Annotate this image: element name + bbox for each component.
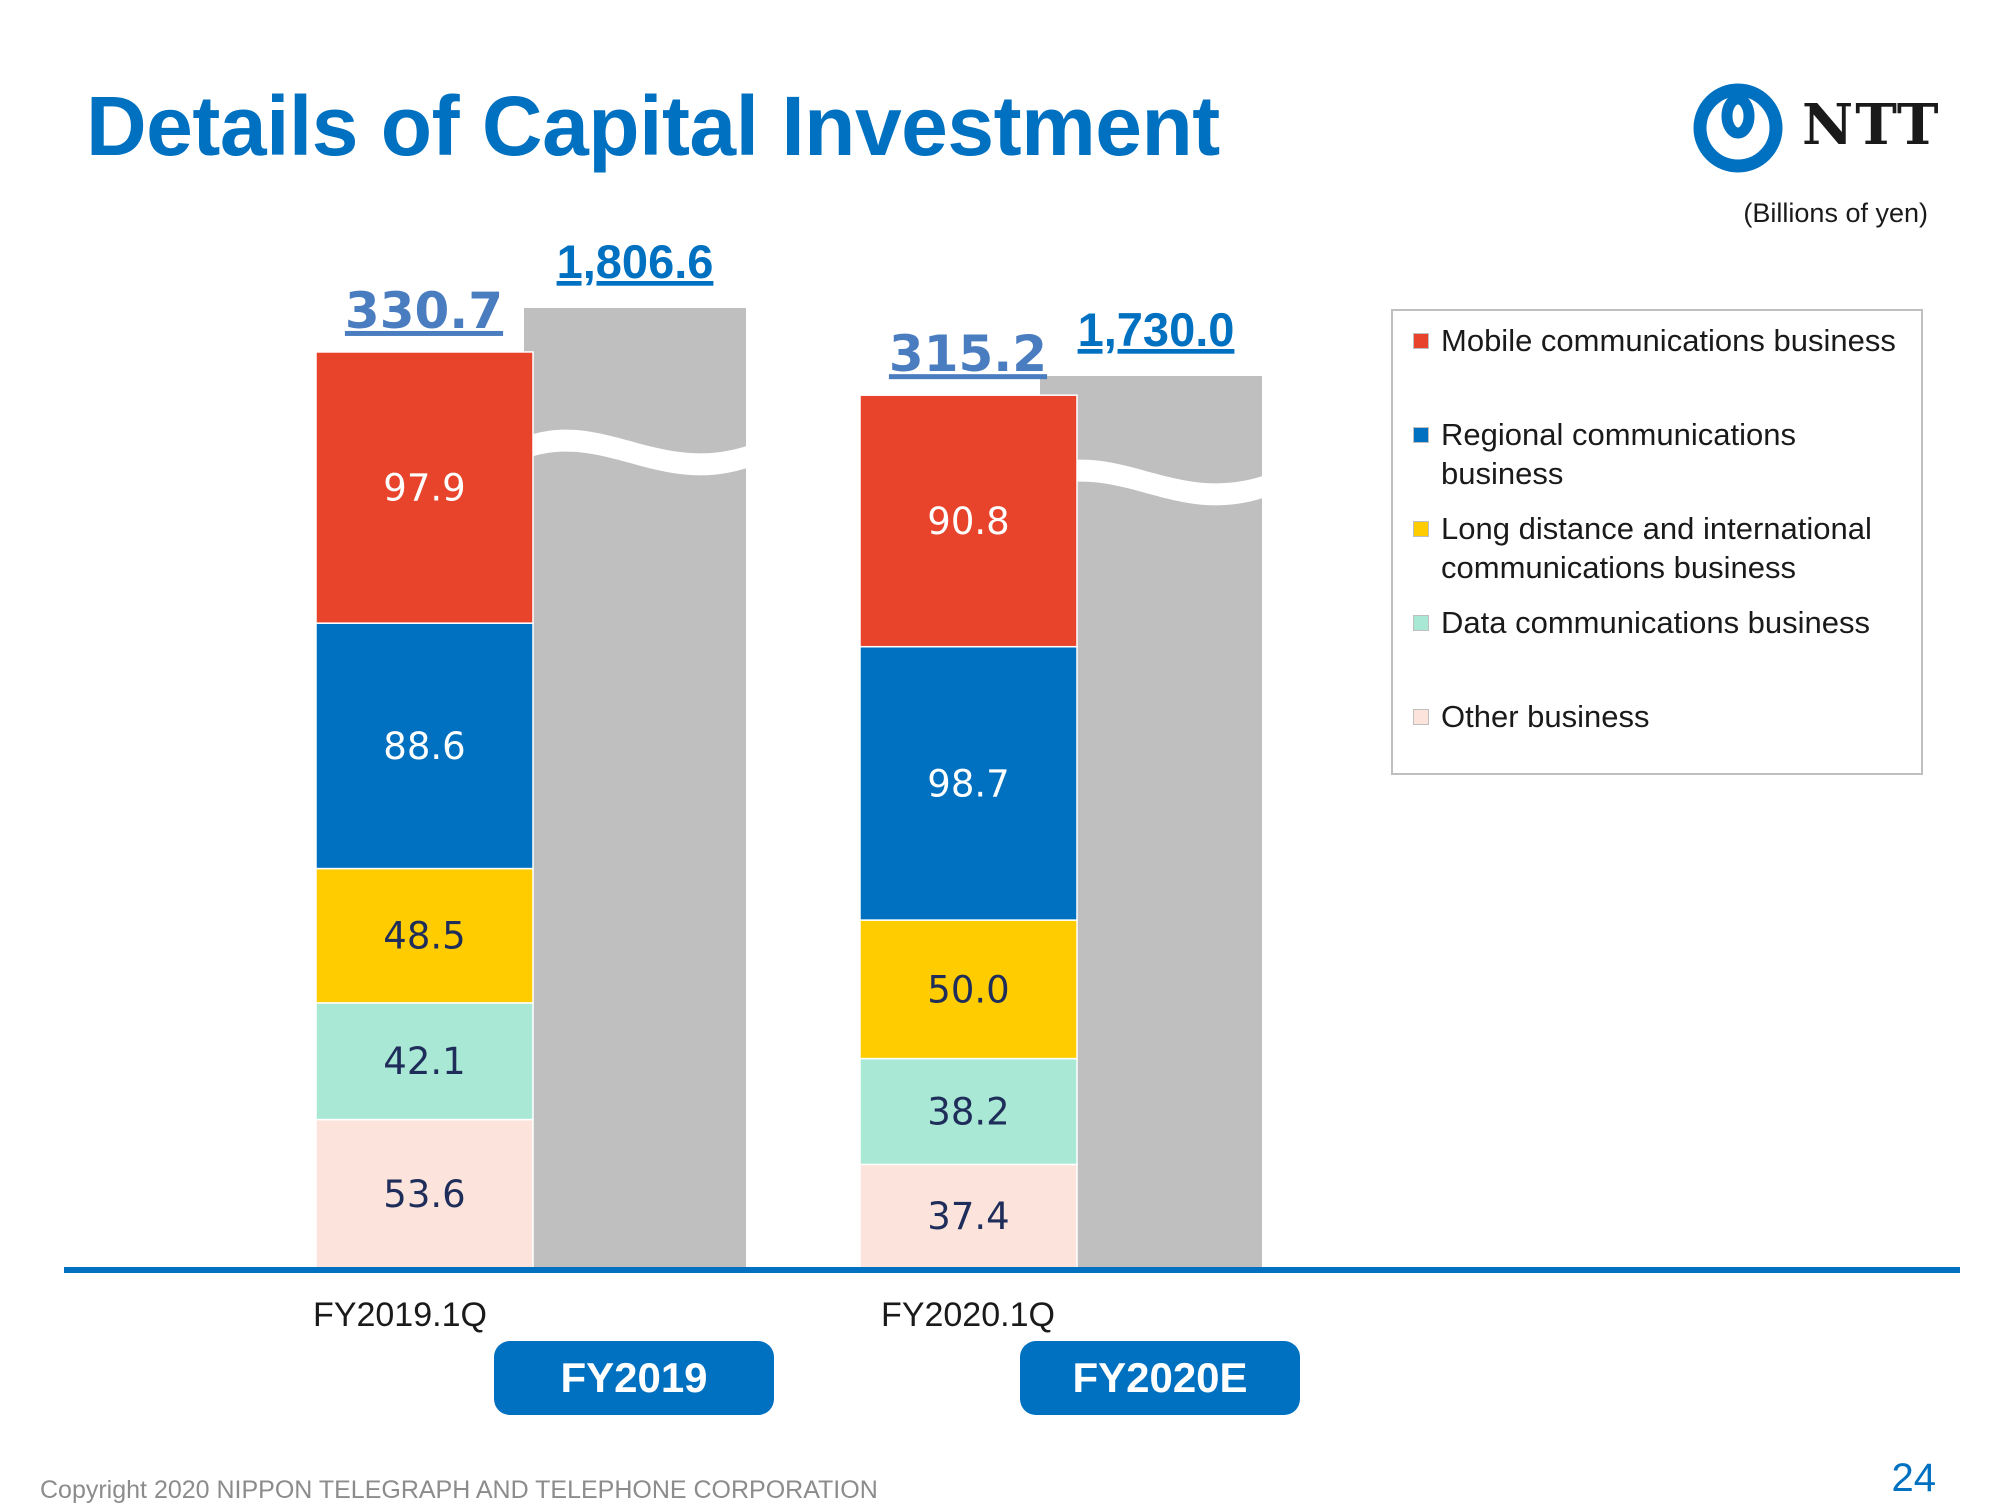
bar-fy2019-1q-segment-4 bbox=[315, 351, 534, 624]
unit-note: (Billions of yen) bbox=[1743, 198, 1928, 228]
page-number: 24 bbox=[1891, 1456, 1937, 1500]
category-label-fy2019-1q: FY2019.1Q bbox=[313, 1296, 487, 1334]
legend-swatch-long-distance bbox=[1413, 521, 1429, 537]
page-title: Details of Capital Investment bbox=[86, 79, 1220, 173]
legend-swatch-data bbox=[1413, 615, 1429, 631]
legend-label-long-distance: Long distance and international communic… bbox=[1441, 511, 1872, 585]
data-label-fy2020-1q-segment-4: 90.8 bbox=[927, 500, 1009, 543]
data-label-fy2019-1q-segment-0: 53.6 bbox=[383, 1173, 465, 1216]
logo-text: NTT bbox=[1802, 92, 1941, 158]
total-label-fy2020-1q: 315.2 bbox=[889, 325, 1047, 383]
category-label-fy2020-1q: FY2020.1Q bbox=[881, 1296, 1055, 1334]
bar-fy2019-1q-segment-1 bbox=[315, 1002, 534, 1121]
data-label-fy2019-1q-segment-4: 97.9 bbox=[383, 467, 465, 510]
bar-fy2020-1q-segment-2 bbox=[859, 919, 1078, 1060]
bar-fy2020-1q-segment-0 bbox=[859, 1163, 1078, 1269]
bar-fy2020-1q-segment-4 bbox=[859, 394, 1078, 648]
ntt-logo-icon bbox=[1693, 83, 1783, 173]
period-button-fy2020e[interactable]: FY2020E bbox=[1020, 1341, 1300, 1415]
legend-swatch-regional bbox=[1413, 427, 1429, 443]
full-year-total-fy2020: 1,730.0 bbox=[1078, 303, 1235, 356]
legend-label-regional: Regional communications business bbox=[1441, 417, 1796, 491]
total-label-fy2019-1q: 330.7 bbox=[345, 282, 503, 340]
data-label-fy2019-1q-segment-2: 48.5 bbox=[383, 915, 465, 958]
legend-label-other: Other business bbox=[1441, 699, 1650, 734]
data-label-fy2020-1q-segment-1: 38.2 bbox=[927, 1090, 1009, 1133]
legend: Mobile communications business Regional … bbox=[1391, 309, 1923, 775]
bar-fy2020-1q-segment-1 bbox=[859, 1057, 1078, 1166]
data-label-fy2019-1q-segment-1: 42.1 bbox=[383, 1040, 465, 1083]
data-label-fy2020-1q-segment-3: 98.7 bbox=[927, 762, 1009, 805]
full-year-total-fy2019: 1,806.6 bbox=[557, 235, 714, 288]
data-label-fy2019-1q-segment-3: 88.6 bbox=[383, 725, 465, 768]
bar-fy2019-1q-segment-2 bbox=[315, 867, 534, 1004]
bar-fy2019-1q-segment-3 bbox=[315, 622, 534, 870]
data-label-fy2020-1q-segment-0: 37.4 bbox=[927, 1195, 1009, 1238]
legend-label-mobile: Mobile communications business bbox=[1441, 323, 1896, 358]
axis-break-fy2019 bbox=[512, 429, 758, 476]
legend-swatch-mobile bbox=[1413, 333, 1429, 349]
copyright-footer: Copyright 2020 NIPPON TELEGRAPH AND TELE… bbox=[40, 1476, 878, 1504]
legend-swatch-other bbox=[1413, 709, 1429, 725]
period-button-fy2019[interactable]: FY2019 bbox=[494, 1341, 774, 1415]
data-label-fy2020-1q-segment-2: 50.0 bbox=[927, 968, 1009, 1011]
legend-label-data: Data communications business bbox=[1441, 605, 1871, 640]
bar-fy2020-1q-segment-3 bbox=[859, 645, 1078, 921]
axis-break-fy2020 bbox=[1028, 459, 1274, 506]
ntt-logo: NTT bbox=[1690, 80, 1939, 180]
bar-fy2019-1q-segment-0 bbox=[315, 1118, 534, 1269]
